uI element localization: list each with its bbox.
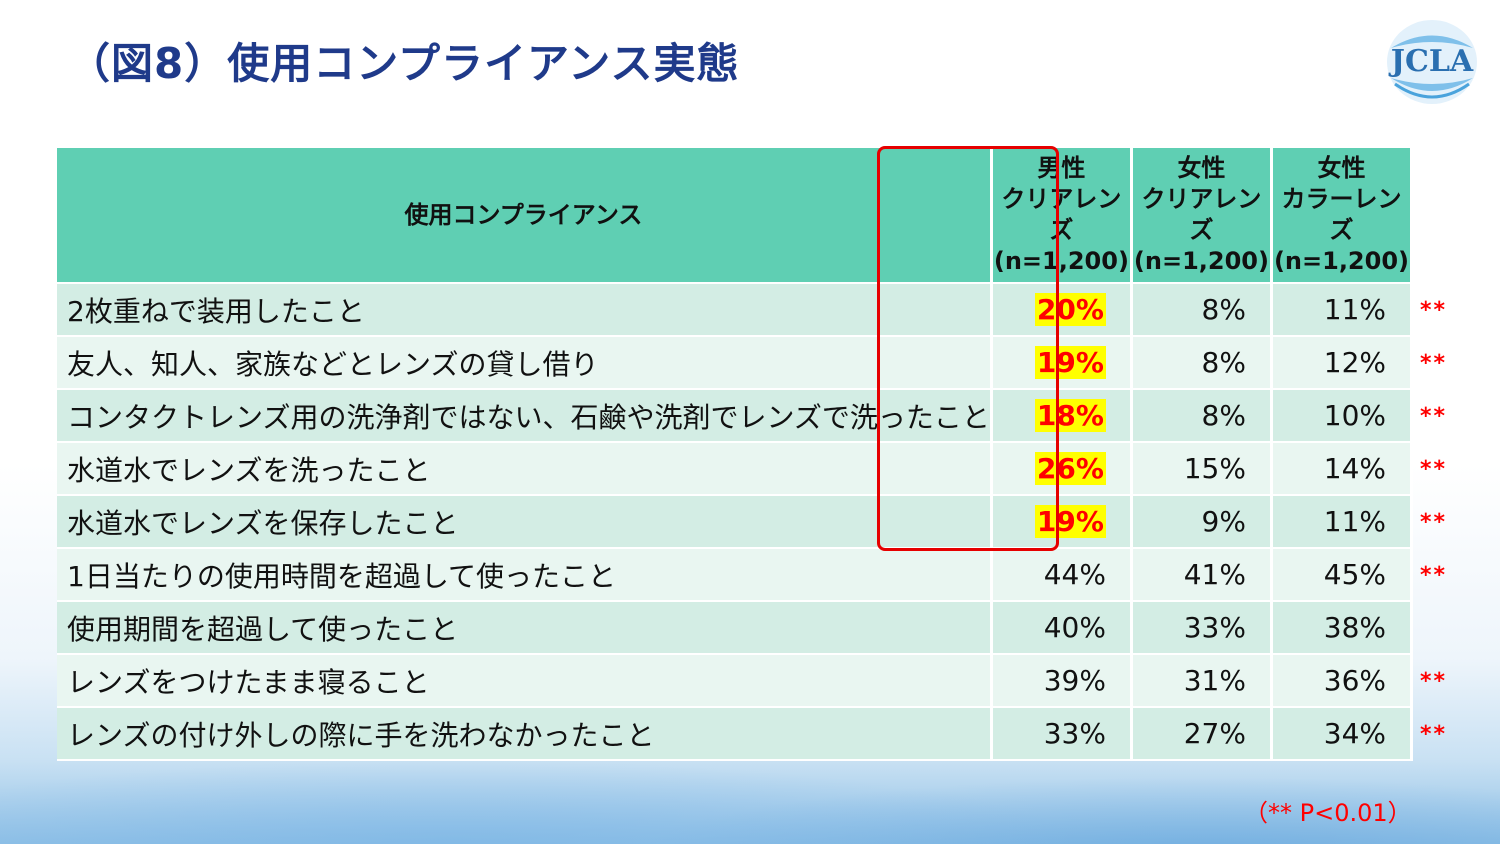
cell-male-clear: 26% xyxy=(992,443,1133,496)
significance-mark: ** xyxy=(1420,563,1448,588)
row-label: 使用期間を超過して使ったこと xyxy=(57,602,993,655)
highlighted-value: 19% xyxy=(1034,505,1106,538)
cell-male-clear: 20% xyxy=(992,284,1133,337)
significance-mark: ** xyxy=(1420,457,1448,482)
cell-female-clear: 15% xyxy=(1132,443,1273,496)
header-line: クリアレンズ xyxy=(1141,185,1262,244)
header-line: 女性 xyxy=(1177,154,1226,182)
cell-female-color: 10% xyxy=(1272,390,1413,443)
header-line: カラーレンズ xyxy=(1281,185,1402,244)
cell-male-clear: 19% xyxy=(992,496,1133,549)
highlighted-value: 20% xyxy=(1034,293,1106,326)
table-row: 水道水でレンズを洗ったこと 26% 15% 14% xyxy=(57,443,1413,496)
header-line: 男性 xyxy=(1037,154,1086,182)
table-row: 使用期間を超過して使ったこと 40% 33% 38% xyxy=(57,602,1413,655)
row-label: 2枚重ねで装用したこと xyxy=(57,284,993,337)
table-header-row: 使用コンプライアンス 男性 クリアレンズ (n=1,200) 女性 クリアレンズ… xyxy=(57,148,1413,284)
cell-female-clear: 33% xyxy=(1132,602,1273,655)
logo-text: JCLA xyxy=(1390,44,1474,79)
compliance-table: 使用コンプライアンス 男性 クリアレンズ (n=1,200) 女性 クリアレンズ… xyxy=(57,148,1413,761)
header-line: (n=1,200) xyxy=(1133,247,1269,275)
significance-mark: ** xyxy=(1420,351,1448,376)
cell-male-clear: 39% xyxy=(992,655,1133,708)
cell-female-clear: 8% xyxy=(1132,284,1273,337)
cell-female-clear: 8% xyxy=(1132,337,1273,390)
cell-male-clear: 18% xyxy=(992,390,1133,443)
cell-female-color: 38% xyxy=(1272,602,1413,655)
table-row: レンズをつけたまま寝ること 39% 31% 36% xyxy=(57,655,1413,708)
significance-mark: ** xyxy=(1420,510,1448,535)
table-row: 1日当たりの使用時間を超過して使ったこと 44% 41% 45% xyxy=(57,549,1413,602)
cell-male-clear: 19% xyxy=(992,337,1133,390)
cell-female-color: 36% xyxy=(1272,655,1413,708)
highlighted-value: 26% xyxy=(1034,452,1106,485)
cell-female-color: 12% xyxy=(1272,337,1413,390)
header-label: 使用コンプライアンス xyxy=(57,148,993,284)
cell-female-clear: 31% xyxy=(1132,655,1273,708)
cell-female-color: 11% xyxy=(1272,496,1413,549)
header-line: (n=1,200) xyxy=(1273,247,1409,275)
header-female-color: 女性 カラーレンズ (n=1,200) xyxy=(1272,148,1413,284)
cell-female-clear: 8% xyxy=(1132,390,1273,443)
cell-female-color: 34% xyxy=(1272,708,1413,761)
header-line: 女性 xyxy=(1317,154,1366,182)
table-row: 友人、知人、家族などとレンズの貸し借り 19% 8% 12% xyxy=(57,337,1413,390)
header-line: (n=1,200) xyxy=(993,247,1129,275)
cell-male-clear: 33% xyxy=(992,708,1133,761)
significance-mark: ** xyxy=(1420,722,1448,747)
cell-male-clear: 40% xyxy=(992,602,1133,655)
cell-female-clear: 41% xyxy=(1132,549,1273,602)
header-male-clear: 男性 クリアレンズ (n=1,200) xyxy=(992,148,1133,284)
significance-mark: ** xyxy=(1420,404,1448,429)
table-row: レンズの付け外しの際に手を洗わなかったこと 33% 27% 34% xyxy=(57,708,1413,761)
row-label: レンズの付け外しの際に手を洗わなかったこと xyxy=(57,708,993,761)
row-label: コンタクトレンズ用の洗浄剤ではない、石鹸や洗剤でレンズで洗ったこと xyxy=(57,390,993,443)
row-label: レンズをつけたまま寝ること xyxy=(57,655,993,708)
cell-female-color: 45% xyxy=(1272,549,1413,602)
cell-female-clear: 9% xyxy=(1132,496,1273,549)
highlight-frame xyxy=(877,146,1059,551)
row-label: 水道水でレンズを保存したこと xyxy=(57,496,993,549)
significance-mark: ** xyxy=(1420,669,1448,694)
header-female-clear: 女性 クリアレンズ (n=1,200) xyxy=(1132,148,1273,284)
cell-male-clear: 44% xyxy=(992,549,1133,602)
significance-mark: ** xyxy=(1420,298,1448,323)
cell-female-clear: 27% xyxy=(1132,708,1273,761)
table-row: 2枚重ねで装用したこと 20% 8% 11% xyxy=(57,284,1413,337)
cell-female-color: 14% xyxy=(1272,443,1413,496)
footnote: （** P<0.01） xyxy=(1244,799,1412,827)
table-row: 水道水でレンズを保存したこと 19% 9% 11% xyxy=(57,496,1413,549)
jcla-logo: JCLA xyxy=(1385,18,1479,106)
row-label: 友人、知人、家族などとレンズの貸し借り xyxy=(57,337,993,390)
cell-female-color: 11% xyxy=(1272,284,1413,337)
row-label: 水道水でレンズを洗ったこと xyxy=(57,443,993,496)
page-title: （図8）使用コンプライアンス実態 xyxy=(68,39,740,88)
highlighted-value: 19% xyxy=(1034,346,1106,379)
highlighted-value: 18% xyxy=(1034,399,1106,432)
row-label: 1日当たりの使用時間を超過して使ったこと xyxy=(57,549,993,602)
table-row: コンタクトレンズ用の洗浄剤ではない、石鹸や洗剤でレンズで洗ったこと 18% 8% 10… xyxy=(57,390,1413,443)
header-line: クリアレンズ xyxy=(1001,185,1122,244)
